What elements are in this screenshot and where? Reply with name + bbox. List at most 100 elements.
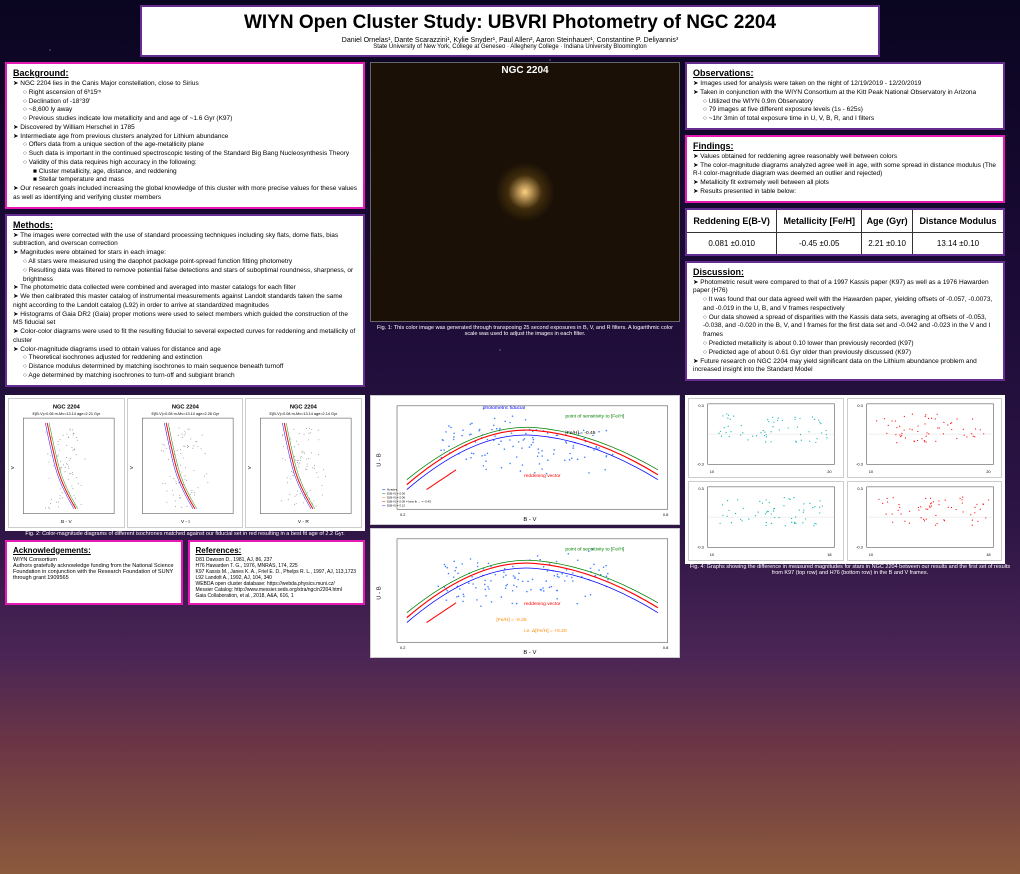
list-item: Color-magnitude diagrams used to obtain … xyxy=(13,346,357,355)
svg-text:V: V xyxy=(10,465,16,469)
svg-text:0.3: 0.3 xyxy=(698,486,703,491)
list-item: Histograms of Gaia DR2 (Gaia) proper mot… xyxy=(13,311,357,329)
list-item: Cluster metallicity, age, distance, and … xyxy=(13,168,357,177)
svg-text:-0.3: -0.3 xyxy=(697,544,704,549)
cmd-chart: NGC 2204 E(B-V)=0.08 m-Mv=13.14 age=2.21… xyxy=(8,398,125,528)
svg-text:photometric fiducial: photometric fiducial xyxy=(483,405,525,411)
table-header: Reddening E(B-V) xyxy=(686,209,777,233)
list-item: The color-magnitude diagrams analyzed ag… xyxy=(693,162,997,180)
svg-text:0.3: 0.3 xyxy=(857,486,862,491)
list-item: Resulting data was filtered to remove po… xyxy=(13,267,357,285)
scatter-plot: 0.3 -0.3 10 18 xyxy=(688,481,844,561)
list-item: Predicted metallicity is about 0.10 lowe… xyxy=(693,340,997,349)
discussion-list: Photometric result were compared to that… xyxy=(693,279,997,375)
scatter-grid: 0.3 -0.3 10 20 0.3 -0.3 10 20 0.3 -0.3 1… xyxy=(685,395,1005,564)
list-item: Theoretical isochrones adjusted for redd… xyxy=(13,354,357,363)
svg-text:10: 10 xyxy=(710,552,715,557)
svg-text:18: 18 xyxy=(986,552,990,557)
svg-text:V: V xyxy=(128,465,134,469)
list-item: It was found that our data agreed well w… xyxy=(693,296,997,314)
svg-text:E(B-V)=0.08 m-Mv=13.14 age=2.1: E(B-V)=0.08 m-Mv=13.14 age=2.14 Gyr xyxy=(270,412,338,416)
methods-heading: Methods: xyxy=(13,220,357,230)
svg-text:0.8: 0.8 xyxy=(663,645,669,650)
list-item: Validity of this data requires high accu… xyxy=(13,159,357,168)
list-item: NGC 2204 lies in the Canis Major constel… xyxy=(13,80,357,89)
list-item: Future research on NGC 2204 may yield si… xyxy=(693,358,997,376)
findings-panel: Findings: Values obtained for reddening … xyxy=(685,135,1005,203)
list-item: Distance modulus determined by matching … xyxy=(13,363,357,372)
findings-list: Values obtained for reddening agree reas… xyxy=(693,153,997,197)
star-cluster-icon xyxy=(495,162,555,222)
list-item: Age determined by matching isochrones to… xyxy=(13,372,357,381)
list-item: Declination of -18°39' xyxy=(13,98,357,107)
svg-text:U - B: U - B xyxy=(376,586,382,599)
discussion-heading: Discussion: xyxy=(693,267,997,277)
list-item: Utilized the WIYN 0.9m Observatory xyxy=(693,98,997,107)
svg-text:NGC 2204: NGC 2204 xyxy=(171,404,199,410)
svg-text:U - B: U - B xyxy=(376,453,382,466)
table-cell: -0.45 ±0.05 xyxy=(777,232,862,255)
list-item: ~8,600 ly away xyxy=(13,106,357,115)
ref-heading: References: xyxy=(196,546,358,555)
list-item: Previous studies indicate low metallicit… xyxy=(13,115,357,124)
list-item: Such data is important in the continued … xyxy=(13,150,357,159)
svg-text:-0.3: -0.3 xyxy=(856,461,863,466)
svg-text:reddening vector: reddening vector xyxy=(524,473,561,479)
list-item: Metallicity fit extremely well between a… xyxy=(693,179,997,188)
svg-text:[Fe/H] = -0.25: [Fe/H] = -0.25 xyxy=(496,617,526,623)
title-box: WIYN Open Cluster Study: UBVRI Photometr… xyxy=(140,5,880,57)
svg-text:V - R: V - R xyxy=(298,519,309,525)
svg-text:point of sensitivity to [Fe/H]: point of sensitivity to [Fe/H] xyxy=(565,413,625,419)
list-item: Discovered by William Herschel in 1785 xyxy=(13,124,357,133)
ack-body: WIYN Consortium Authors gratefully ackno… xyxy=(13,557,175,581)
svg-text:B - V: B - V xyxy=(61,519,72,525)
authors: Daniel Ornelas¹, Dante Scarazzini¹, Kyli… xyxy=(147,37,873,44)
svg-text:reddening vector: reddening vector xyxy=(524,601,561,607)
svg-text:10: 10 xyxy=(868,469,873,474)
fig1-caption: Fig. 1: This color image was generated t… xyxy=(370,325,680,337)
list-item: Results presented in table below: xyxy=(693,188,997,197)
list-item: 79 images at five different exposure lev… xyxy=(693,106,997,115)
methods-panel: Methods: The images were corrected with … xyxy=(5,214,365,387)
svg-text:20: 20 xyxy=(827,469,832,474)
svg-text:i.e. Δ[Fe/H] = +0.20: i.e. Δ[Fe/H] = +0.20 xyxy=(524,628,567,634)
table-value-row: 0.081 ±0.010-0.45 ±0.052.21 ±0.1013.14 ±… xyxy=(686,232,1004,255)
svg-text:20: 20 xyxy=(986,469,991,474)
scatter-plot: 0.3 -0.3 10 20 xyxy=(688,398,844,478)
ngc-title: NGC 2204 xyxy=(371,63,679,78)
cmd-chart: NGC 2204 E(B-V)=0.08 m-Mv=13.10 age=2.26… xyxy=(127,398,244,528)
background-list: NGC 2204 lies in the Canis Major constel… xyxy=(13,80,357,203)
svg-text:NGC 2204: NGC 2204 xyxy=(53,404,81,410)
svg-text:point of sensitivity to [Fe/H]: point of sensitivity to [Fe/H] xyxy=(565,546,625,552)
findings-heading: Findings: xyxy=(693,141,997,151)
svg-text:10: 10 xyxy=(868,552,873,557)
ref-body: D81 Dawson D., 1981, AJ, 86, 237 H76 Haw… xyxy=(196,557,358,599)
list-item: Offers data from a unique section of the… xyxy=(13,141,357,150)
list-item: Color-color diagrams were used to fit th… xyxy=(13,328,357,346)
svg-text:E(B-V) = 0.12: E(B-V) = 0.12 xyxy=(387,503,405,507)
ack-panel: Acknowledgements: WIYN Consortium Author… xyxy=(5,540,183,605)
list-item: Taken in conjunction with the WIYN Conso… xyxy=(693,89,997,98)
observations-heading: Observations: xyxy=(693,68,997,78)
table-cell: 2.21 ±0.10 xyxy=(862,232,913,255)
list-item: Photometric result were compared to that… xyxy=(693,279,997,297)
scatter-plot: 0.3 -0.3 10 20 xyxy=(847,398,1003,478)
affiliations: State University of New York, College at… xyxy=(147,44,873,50)
svg-text:0.3: 0.3 xyxy=(698,403,703,408)
svg-text:V - I: V - I xyxy=(181,519,190,525)
svg-text:-0.3: -0.3 xyxy=(856,544,863,549)
fig4-caption: Fig. 4: Graphs showing the difference in… xyxy=(685,564,1015,576)
list-item: Values obtained for reddening agree reas… xyxy=(693,153,997,162)
list-item: Intermediate age from previous clusters … xyxy=(13,133,357,142)
background-heading: Background: xyxy=(13,68,357,78)
table-header-row: Reddening E(B-V)Metallicity [Fe/H]Age (G… xyxy=(686,209,1004,233)
color-color-chart: point of sensitivity to [Fe/H] [Fe/H] = -… xyxy=(370,528,680,658)
svg-text:E(B-V)=0.08 m-Mv=13.10 age=2.2: E(B-V)=0.08 m-Mv=13.10 age=2.26 Gyr xyxy=(151,412,219,416)
list-item: Magnitudes were obtained for stars in ea… xyxy=(13,249,357,258)
list-item: Images used for analysis were taken on t… xyxy=(693,80,997,89)
cmd-chart: NGC 2204 E(B-V)=0.08 m-Mv=13.14 age=2.14… xyxy=(245,398,362,528)
list-item: ~1hr 3min of total exposure time in U, V… xyxy=(693,115,997,124)
svg-text:0.8: 0.8 xyxy=(663,512,669,517)
scatter-plot: 0.3 -0.3 10 18 xyxy=(847,481,1003,561)
ack-heading: Acknowledgements: xyxy=(13,546,175,555)
